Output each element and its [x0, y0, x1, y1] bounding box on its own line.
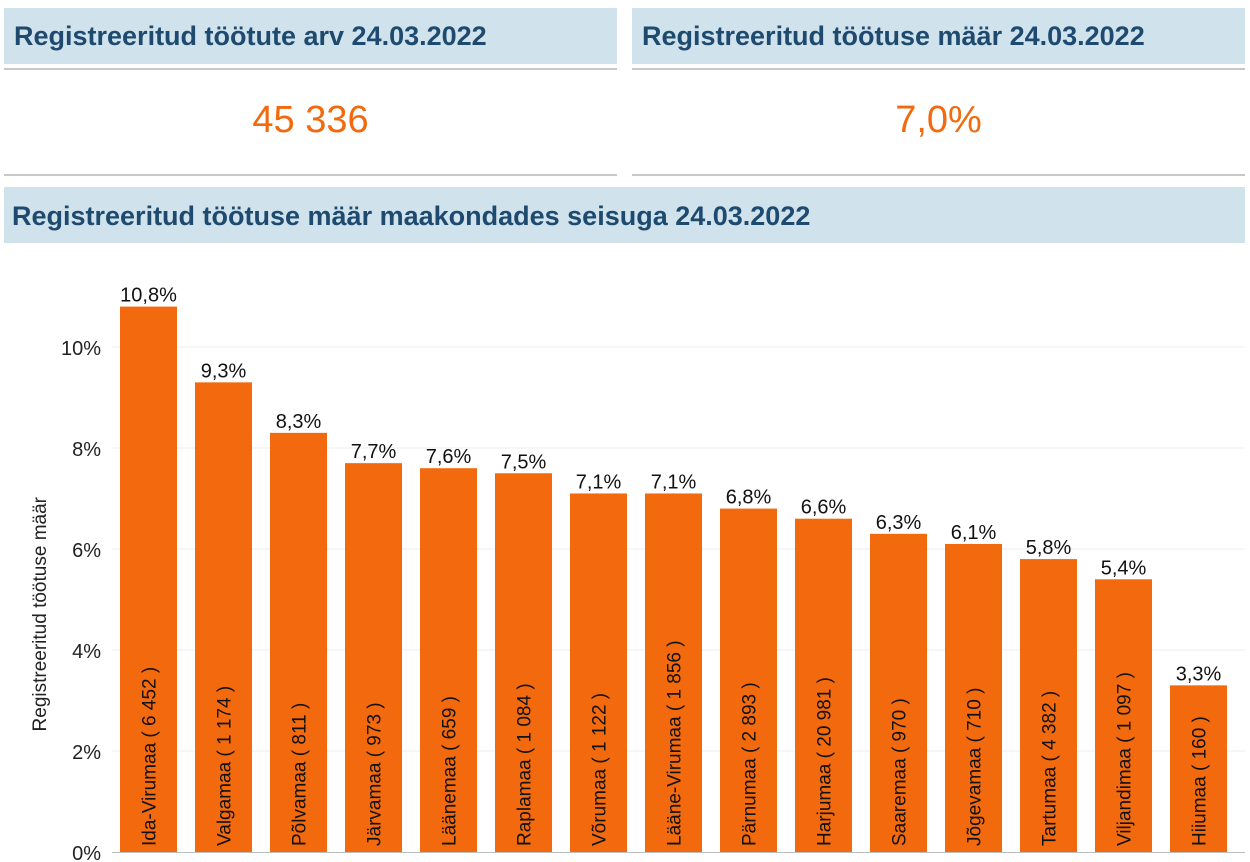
bar — [420, 468, 477, 852]
y-tick-label: 10% — [61, 338, 101, 360]
bar-category-label: Jõgevamaa ( 710 ) — [965, 688, 986, 846]
bar-category-label: Läänemaa ( 659 ) — [440, 696, 461, 846]
bar — [345, 463, 402, 852]
kpi-left-rule-bottom — [4, 174, 617, 176]
bar-category-label: Viljandimaa ( 1 097 ) — [1115, 672, 1136, 846]
bar — [570, 493, 627, 852]
bar — [195, 382, 252, 852]
bar-value-label: 6,6% — [801, 497, 847, 519]
bar — [795, 518, 852, 852]
bar — [1170, 685, 1227, 852]
bar-value-label: 5,8% — [1026, 537, 1072, 559]
bar-category-label: Saaremaa ( 970 ) — [890, 698, 911, 846]
bar-category-label: Tartumaa ( 4 382 ) — [1040, 691, 1061, 846]
bar-category-label: Järvamaa ( 973 ) — [365, 702, 386, 846]
bar-value-label: 10,8% — [120, 285, 177, 307]
y-tick-label: 2% — [72, 742, 101, 764]
chart-section-title: Registreeritud töötuse määr maakondades … — [4, 187, 1245, 243]
bar — [1020, 559, 1077, 852]
bar-value-label: 7,1% — [651, 471, 697, 493]
bar-category-label: Põlvamaa ( 811 ) — [290, 703, 311, 846]
bar-chart: 0% 2% 4% 6% 8% 10% Registreeritud töötuse määr… — [30, 285, 1245, 862]
bar-value-label: 5,4% — [1101, 557, 1147, 579]
bar-value-label: 9,3% — [201, 360, 247, 382]
y-tick-label: 8% — [72, 439, 101, 461]
bar-value-label: 3,3% — [1176, 663, 1222, 685]
y-axis-title: Registreeritud töötuse määr — [30, 496, 51, 731]
bar — [720, 508, 777, 852]
kpi-right-title: Registreeritud töötuse määr 24.03.2022 — [632, 8, 1245, 64]
bar-value-label: 6,8% — [726, 487, 772, 509]
kpi-left-rule-top — [4, 68, 617, 70]
y-tick-label: 4% — [72, 641, 101, 663]
bar-category-label: Harjumaa ( 20 981 ) — [815, 677, 836, 846]
y-tick-label: 6% — [72, 540, 101, 562]
bar-value-label: 7,6% — [426, 446, 472, 468]
y-tick-label: 0% — [72, 843, 101, 862]
bar-category-label: Lääne-Virumaa ( 1 856 ) — [665, 640, 686, 846]
bar-category-label: Ida-Virumaa ( 6 452 ) — [140, 667, 161, 846]
bar — [270, 432, 327, 852]
bar — [120, 306, 177, 853]
kpi-right-rule-top — [632, 68, 1245, 70]
bar-value-label: 7,1% — [576, 471, 622, 493]
bar-value-label: 8,3% — [276, 411, 322, 433]
bar — [1095, 579, 1152, 852]
bar — [495, 473, 552, 852]
bar-value-label: 7,5% — [501, 451, 547, 473]
bar-category-label: Raplamaa ( 1 084 ) — [515, 683, 536, 846]
bar — [870, 533, 927, 852]
kpi-right-rule-bottom — [632, 174, 1245, 176]
bar — [645, 493, 702, 852]
bar-category-label: Pärnumaa ( 2 893 ) — [740, 682, 761, 846]
kpi-right-value: 7,0% — [895, 99, 982, 141]
kpi-left-title: Registreeritud töötute arv 24.03.2022 — [4, 8, 617, 64]
bar-category-label: Hiiumaa ( 160 ) — [1190, 716, 1211, 846]
bar-category-label: Valgamaa ( 1 174 ) — [215, 686, 236, 846]
bar-value-label: 6,3% — [876, 512, 922, 534]
bar-value-label: 6,1% — [951, 522, 997, 544]
bar-value-label: 7,7% — [351, 441, 397, 463]
bar — [945, 543, 1002, 852]
bar-category-label: Võrumaa ( 1 122 ) — [590, 693, 611, 846]
kpi-left-value: 45 336 — [252, 99, 369, 141]
